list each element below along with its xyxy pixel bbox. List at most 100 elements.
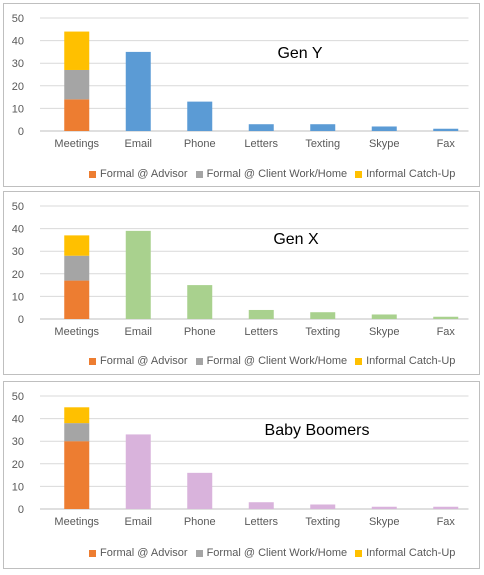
bar-email (125, 51, 151, 131)
chart-svg-gen-y: Gen Y 0 10 20 30 40 50 Meetings Email Phone Lette… (12, 13, 469, 150)
y-tick-label: 10 (12, 481, 24, 493)
legend-swatch (355, 357, 363, 365)
x-tick-label: Fax (437, 326, 456, 338)
y-tick-label: 20 (12, 81, 24, 93)
y-tick-label: 20 (12, 269, 24, 281)
bar-email (125, 434, 151, 509)
chart-panel-gen-y: Gen Y 0 10 20 30 40 50 Meetings Email Phone Lette… (3, 3, 480, 187)
y-tick-label: 0 (18, 504, 24, 516)
chart-title: Baby Boomers (265, 422, 370, 439)
x-tick-label: Phone (184, 138, 216, 150)
chart-title: Gen X (273, 231, 319, 248)
legend-item-formal-advisor: Formal @ Advisor (89, 168, 188, 180)
bar-skype (371, 314, 397, 319)
legend-swatch (355, 170, 363, 178)
x-tick-label: Phone (184, 326, 216, 338)
legend-swatch (195, 549, 203, 557)
chart-title: Gen Y (277, 45, 322, 62)
y-tick-label: 40 (12, 414, 24, 426)
x-tick-label: Meetings (54, 138, 99, 150)
chart-legend: Formal @ Advisor Formal @ Client Work/Ho… (89, 167, 463, 181)
y-tick-label: 40 (12, 224, 24, 236)
y-tick-label: 30 (12, 246, 24, 258)
bar-segment-meetings (64, 99, 90, 131)
chart-legend: Formal @ Advisor Formal @ Client Work/Ho… (89, 354, 463, 368)
legend-swatch (89, 549, 96, 557)
bar-segment-meetings (64, 69, 90, 100)
bar-phone (187, 101, 213, 131)
bar-phone (187, 285, 213, 319)
bar-letters (248, 502, 274, 509)
x-tick-label: Meetings (54, 516, 99, 528)
y-tick-label: 0 (18, 126, 24, 138)
chart-panel-baby-boomers: Baby Boomers 0 10 20 30 40 50 Meetings Email Pho… (3, 381, 480, 569)
bar-texting (310, 124, 336, 131)
legend-swatch (89, 170, 96, 178)
legend-item-formal-advisor: Formal @ Advisor (89, 547, 188, 559)
y-tick-label: 10 (12, 291, 24, 303)
bar-skype (371, 506, 397, 509)
x-tick-label: Phone (184, 516, 216, 528)
x-tick-label: Texting (305, 138, 340, 150)
legend-label: Formal @ Advisor (100, 168, 188, 180)
legend-label: Formal @ Advisor (100, 547, 188, 559)
x-tick-label: Fax (437, 138, 456, 150)
chart-svg-gen-x: Gen X 0 10 20 30 40 50 Meetings Email Phone Lette… (12, 201, 469, 338)
legend-swatch (195, 357, 203, 365)
y-tick-label: 0 (18, 314, 24, 326)
bar-email (125, 230, 151, 319)
bar-fax (433, 316, 459, 319)
bar-letters (248, 309, 274, 319)
legend-item-informal: Informal Catch-Up (355, 168, 455, 180)
y-tick-label: 10 (12, 103, 24, 115)
bar-segment-meetings (64, 423, 90, 442)
bar-skype (371, 126, 397, 131)
y-tick-label: 40 (12, 36, 24, 48)
chart-svg-baby-boomers: Baby Boomers 0 10 20 30 40 50 Meetings Email Pho… (12, 391, 469, 528)
x-tick-label: Email (124, 516, 152, 528)
x-tick-label: Texting (305, 326, 340, 338)
legend-label: Formal @ Client Work/Home (206, 168, 348, 180)
legend-item-formal-client: Formal @ Client Work/Home (195, 547, 348, 559)
x-tick-label: Texting (305, 516, 340, 528)
y-tick-label: 20 (12, 459, 24, 471)
x-tick-label: Fax (437, 516, 456, 528)
chart-legend: Formal @ Advisor Formal @ Client Work/Ho… (89, 546, 463, 560)
bar-segment-meetings (64, 235, 90, 256)
bar-fax (433, 128, 459, 131)
x-tick-label: Email (124, 326, 152, 338)
chart-panel-gen-x: Gen X 0 10 20 30 40 50 Meetings Email Phone Lette… (3, 191, 480, 375)
legend-label: Formal @ Client Work/Home (206, 355, 348, 367)
bar-segment-meetings (64, 31, 90, 70)
legend-label: Informal Catch-Up (366, 355, 456, 367)
bar-segment-meetings (64, 441, 90, 509)
legend-label: Formal @ Advisor (100, 355, 188, 367)
x-tick-label: Letters (244, 138, 278, 150)
legend-item-formal-client: Formal @ Client Work/Home (195, 168, 348, 180)
legend-swatch (89, 357, 96, 365)
bar-fax (433, 506, 459, 509)
legend-swatch (195, 170, 203, 178)
bar-segment-meetings (64, 407, 90, 424)
y-tick-label: 50 (12, 391, 24, 403)
bar-segment-meetings (64, 255, 90, 281)
bar-segment-meetings (64, 280, 90, 319)
legend-label: Informal Catch-Up (366, 547, 456, 559)
x-tick-label: Letters (244, 516, 278, 528)
legend-item-informal: Informal Catch-Up (355, 355, 455, 367)
x-tick-label: Skype (369, 516, 400, 528)
y-tick-label: 50 (12, 13, 24, 25)
x-tick-label: Meetings (54, 326, 99, 338)
legend-label: Informal Catch-Up (366, 168, 456, 180)
y-tick-label: 30 (12, 436, 24, 448)
legend-item-formal-advisor: Formal @ Advisor (89, 355, 188, 367)
bar-letters (248, 124, 274, 131)
x-tick-label: Skype (369, 138, 400, 150)
legend-label: Formal @ Client Work/Home (206, 547, 348, 559)
y-tick-label: 50 (12, 201, 24, 213)
legend-swatch (355, 549, 363, 557)
bar-texting (310, 312, 336, 319)
x-tick-label: Email (124, 138, 152, 150)
bar-phone (187, 472, 213, 509)
x-tick-label: Letters (244, 326, 278, 338)
